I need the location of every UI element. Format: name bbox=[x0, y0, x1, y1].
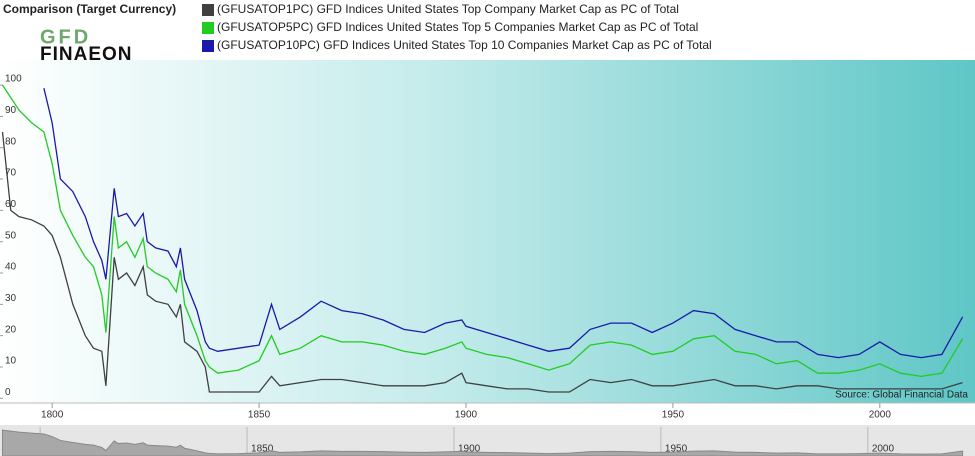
y-tick-label: 40 bbox=[5, 262, 17, 273]
series-line bbox=[1, 84, 964, 378]
y-tick-label: 100 bbox=[5, 74, 22, 85]
navigator-label: 1950 bbox=[665, 444, 688, 455]
series-line bbox=[43, 88, 964, 359]
legend-label[interactable]: (GFUSATOP1PC) GFD Indices United States … bbox=[217, 2, 679, 16]
x-tick-label: 1850 bbox=[248, 410, 271, 421]
y-tick-label: 90 bbox=[5, 105, 17, 116]
navigator-area bbox=[1, 429, 964, 456]
navigator-label: 1850 bbox=[251, 444, 274, 455]
legend-swatch bbox=[202, 4, 214, 16]
y-tick-label: 30 bbox=[5, 293, 17, 304]
x-tick-label: 1950 bbox=[662, 410, 685, 421]
x-tick-label: 1900 bbox=[455, 410, 478, 421]
legend-label[interactable]: (GFUSATOP10PC) GFD Indices United States… bbox=[217, 38, 712, 52]
y-tick-label: 70 bbox=[5, 168, 17, 179]
navigator-label: 1900 bbox=[458, 444, 481, 455]
x-tick-label: 1800 bbox=[41, 410, 64, 421]
y-tick-label: 50 bbox=[5, 230, 17, 241]
plot-area bbox=[0, 60, 975, 403]
y-tick-label: 80 bbox=[5, 136, 17, 147]
y-tick-label: 0 bbox=[5, 387, 11, 398]
legend-swatch bbox=[202, 22, 214, 34]
chart-title: Comparison (Target Currency) bbox=[3, 2, 176, 16]
source: Source: Global Financial Data bbox=[835, 390, 968, 401]
legend-swatch bbox=[202, 40, 214, 52]
legend-label[interactable]: (GFUSATOP5PC) GFD Indices United States … bbox=[217, 20, 698, 34]
navigator-label: 2000 bbox=[872, 444, 895, 455]
y-tick-label: 20 bbox=[5, 324, 17, 335]
y-tick-label: 10 bbox=[5, 356, 17, 367]
logo-top: GFD bbox=[40, 26, 91, 48]
logo-bottom: FINAEON bbox=[40, 44, 133, 65]
x-tick-label: 2000 bbox=[869, 410, 892, 421]
series-line bbox=[1, 131, 963, 393]
